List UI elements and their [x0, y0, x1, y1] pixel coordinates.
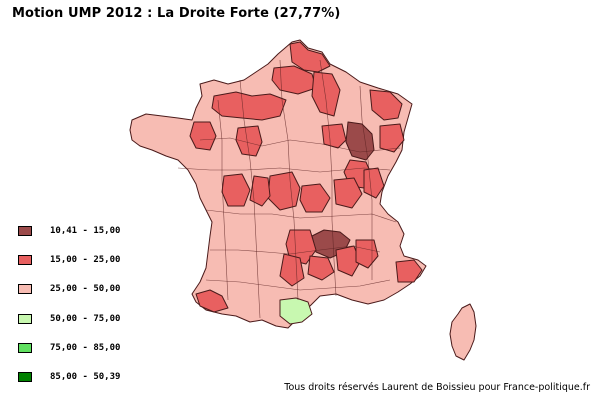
- legend-swatch-5: [18, 343, 32, 353]
- region-drome-red: [355, 239, 379, 269]
- legend-item-4: 50,00 - 75,00: [18, 312, 120, 326]
- legend-label-3: 25,00 - 50,00: [50, 284, 121, 294]
- region-orne-red: [235, 125, 263, 157]
- legend-swatch-4: [18, 314, 32, 324]
- region-bretagne-red: [189, 121, 217, 151]
- region-pyrenees-orientales-green: [279, 297, 313, 325]
- region-yonne-red: [321, 123, 347, 149]
- region-allier-red: [299, 183, 331, 213]
- legend-item-3: 25,00 - 50,00: [18, 282, 120, 296]
- region-ain-red: [363, 167, 385, 199]
- region-aveyron-red: [279, 253, 305, 287]
- legend-item-5: 75,00 - 85,00: [18, 341, 120, 355]
- region-saone-red: [333, 177, 363, 209]
- legend-item-2: 15,00 - 25,00: [18, 253, 120, 267]
- region-var-red: [395, 259, 423, 283]
- legend-label-4: 50,00 - 75,00: [50, 314, 121, 324]
- legend-label-5: 75,00 - 85,00: [50, 343, 121, 353]
- region-vienne-red: [221, 173, 251, 207]
- region-lozere-red: [307, 255, 335, 281]
- region-indre-red: [249, 175, 271, 207]
- legend-label-1: 10,41 - 15,00: [50, 226, 121, 236]
- legend-label-6: 85,00 - 50,39: [50, 372, 121, 382]
- region-nord-red: [289, 41, 331, 73]
- region-auvergne-red: [285, 229, 317, 265]
- region-picardie-red: [271, 65, 317, 95]
- legend-item-1: 10,41 - 15,00: [18, 224, 120, 238]
- region-pyrenees-red: [195, 289, 229, 313]
- legend-swatch-1: [18, 226, 32, 236]
- region-lorraine-red: [369, 89, 403, 121]
- corsica-shape: [449, 303, 477, 361]
- region-ardeche-red: [335, 245, 361, 277]
- region-alsace-red: [379, 123, 405, 153]
- legend-swatch-6: [18, 372, 32, 382]
- page-title: Motion UMP 2012 : La Droite Forte (27,77…: [12, 6, 341, 21]
- legend-item-6: 85,00 - 50,39: [18, 370, 120, 384]
- legend-label-2: 15,00 - 25,00: [50, 255, 121, 265]
- legend-swatch-3: [18, 284, 32, 294]
- region-normandie-red: [211, 91, 287, 121]
- legend-swatch-2: [18, 255, 32, 265]
- region-ardennes-red: [311, 71, 341, 117]
- map-legend: 10,41 - 15,00 15,00 - 25,00 25,00 - 50,0…: [18, 224, 178, 394]
- copyright-credit: Tous droits réservés Laurent de Boissieu…: [284, 382, 590, 393]
